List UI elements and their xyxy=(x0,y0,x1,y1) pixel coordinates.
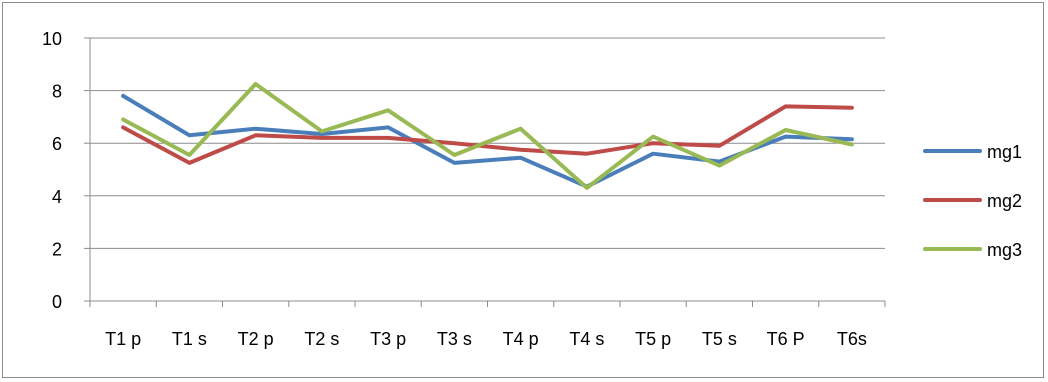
series-line-mg2 xyxy=(121,104,854,165)
x-tick-labels: T1 p T1 s T2 p T2 s T3 p T3 s T4 p T4 s T5 p T5 s… xyxy=(105,329,867,349)
y-tick-label: 6 xyxy=(52,134,62,154)
series-lines xyxy=(121,82,854,190)
x-tick-label: T1 p xyxy=(105,329,141,349)
y-tick-label: 4 xyxy=(52,187,62,207)
x-tick-label: T3 p xyxy=(370,329,406,349)
legend-label-mg2: mg2 xyxy=(987,191,1022,211)
legend-label-mg3: mg3 xyxy=(987,240,1022,260)
x-tick-label: T4 s xyxy=(569,329,604,349)
chart-frame xyxy=(2,2,1044,378)
gridlines xyxy=(90,37,885,249)
series-line-mg3 xyxy=(121,82,854,190)
x-tick-label: T2 p xyxy=(238,329,274,349)
x-tick-label: T6s xyxy=(837,329,867,349)
x-tick-label: T5 p xyxy=(635,329,671,349)
x-tick-label: T6 P xyxy=(767,329,805,349)
y-tick-label: 10 xyxy=(42,29,62,49)
axes xyxy=(84,37,886,307)
x-tick-label: T4 p xyxy=(503,329,539,349)
x-tick-label: T3 s xyxy=(437,329,472,349)
x-tick-label: T5 s xyxy=(702,329,737,349)
x-tick-label: T2 s xyxy=(304,329,339,349)
y-tick-label: 8 xyxy=(52,82,62,102)
x-tick-label: T1 s xyxy=(172,329,207,349)
y-tick-label: 0 xyxy=(52,292,62,312)
legend: mg1 mg2 mg3 xyxy=(923,142,1022,260)
legend-label-mg1: mg1 xyxy=(987,142,1022,162)
y-tick-label: 2 xyxy=(52,239,62,259)
y-tick-labels: 0 2 4 6 8 10 xyxy=(42,29,62,312)
